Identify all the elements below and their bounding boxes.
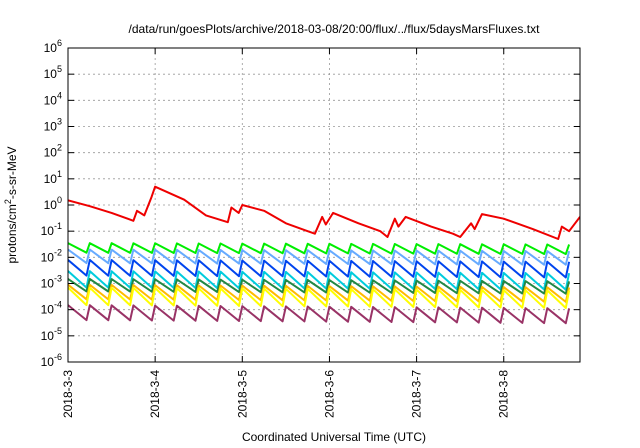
y-tick-base: 10	[41, 303, 55, 317]
x-tick-labels: 2018-3-3 2018-3-4 2018-3-5 2018-3-6 2018-3-7…	[61, 370, 511, 418]
y-tick-label: 101	[44, 169, 62, 186]
y-tick-label: 10-1	[41, 221, 62, 238]
series-line-7	[68, 286, 571, 309]
y-tick-label: 106	[44, 38, 62, 55]
y-tick-exp: 2	[57, 143, 62, 153]
chart-title: /data/run/goesPlots/archive/2018-03-08/2…	[129, 22, 541, 36]
y-tick-base: 10	[41, 250, 55, 264]
y-tick-labels: 10-610-510-410-310-210-11001011021031041…	[41, 38, 62, 369]
y-axis-label-pre: protons/cm	[5, 204, 19, 263]
y-axis-label-post: -s-sr-MeV	[5, 146, 19, 199]
y-tick-base: 10	[41, 224, 55, 238]
series-line-1	[68, 242, 571, 256]
y-axis-label: protons/cm2-s-sr-MeV	[3, 146, 19, 263]
x-axis-label: Coordinated Universal Time (UTC)	[242, 430, 426, 444]
y-tick-exp: -5	[54, 326, 62, 336]
y-tick-label: 100	[44, 195, 62, 212]
x-tick-label: 2018-3-4	[148, 370, 162, 418]
y-tick-exp: 5	[57, 64, 62, 74]
y-axis-label-sup: 2	[3, 199, 13, 204]
series-line-0	[68, 185, 580, 240]
y-tick-exp: -2	[54, 247, 62, 257]
y-tick-label: 10-3	[41, 274, 62, 291]
y-tick-base: 10	[44, 172, 58, 186]
y-tick-label: 10-5	[41, 326, 62, 343]
y-tick-base: 10	[44, 41, 58, 55]
y-tick-label: 10-4	[41, 300, 62, 317]
x-tick-label: 2018-3-7	[410, 370, 424, 418]
y-tick-exp: 0	[57, 195, 62, 205]
series-line-3	[68, 258, 571, 279]
y-tick-exp: -4	[54, 300, 62, 310]
y-tick-exp: 3	[57, 117, 62, 127]
series-line-2	[68, 248, 571, 266]
y-tick-label: 105	[44, 64, 62, 81]
x-tick-label: 2018-3-3	[61, 370, 75, 418]
x-tick-label: 2018-3-6	[322, 370, 336, 418]
y-tick-base: 10	[44, 120, 58, 134]
y-tick-label: 10-2	[41, 247, 62, 264]
y-tick-exp: 6	[57, 38, 62, 48]
series-line-5	[68, 278, 571, 295]
y-tick-label: 10-6	[41, 352, 62, 369]
y-tick-exp: 1	[57, 169, 62, 179]
x-tick-label: 2018-3-8	[497, 370, 511, 418]
y-tick-exp: 4	[57, 90, 62, 100]
y-tick-label: 102	[44, 143, 62, 160]
y-tick-base: 10	[41, 355, 55, 369]
y-tick-base: 10	[44, 67, 58, 81]
y-tick-base: 10	[41, 329, 55, 343]
series-line-8	[68, 304, 571, 325]
series-group	[68, 185, 580, 325]
y-tick-base: 10	[44, 146, 58, 160]
y-tick-exp: -1	[54, 221, 62, 231]
y-tick-label: 103	[44, 117, 62, 134]
ticks	[67, 47, 580, 363]
y-tick-base: 10	[44, 93, 58, 107]
y-tick-base: 10	[41, 277, 55, 291]
y-tick-label: 104	[44, 90, 62, 107]
y-tick-base: 10	[44, 198, 58, 212]
y-tick-exp: -6	[54, 352, 62, 362]
x-tick-label: 2018-3-5	[235, 370, 249, 418]
y-tick-exp: -3	[54, 274, 62, 284]
